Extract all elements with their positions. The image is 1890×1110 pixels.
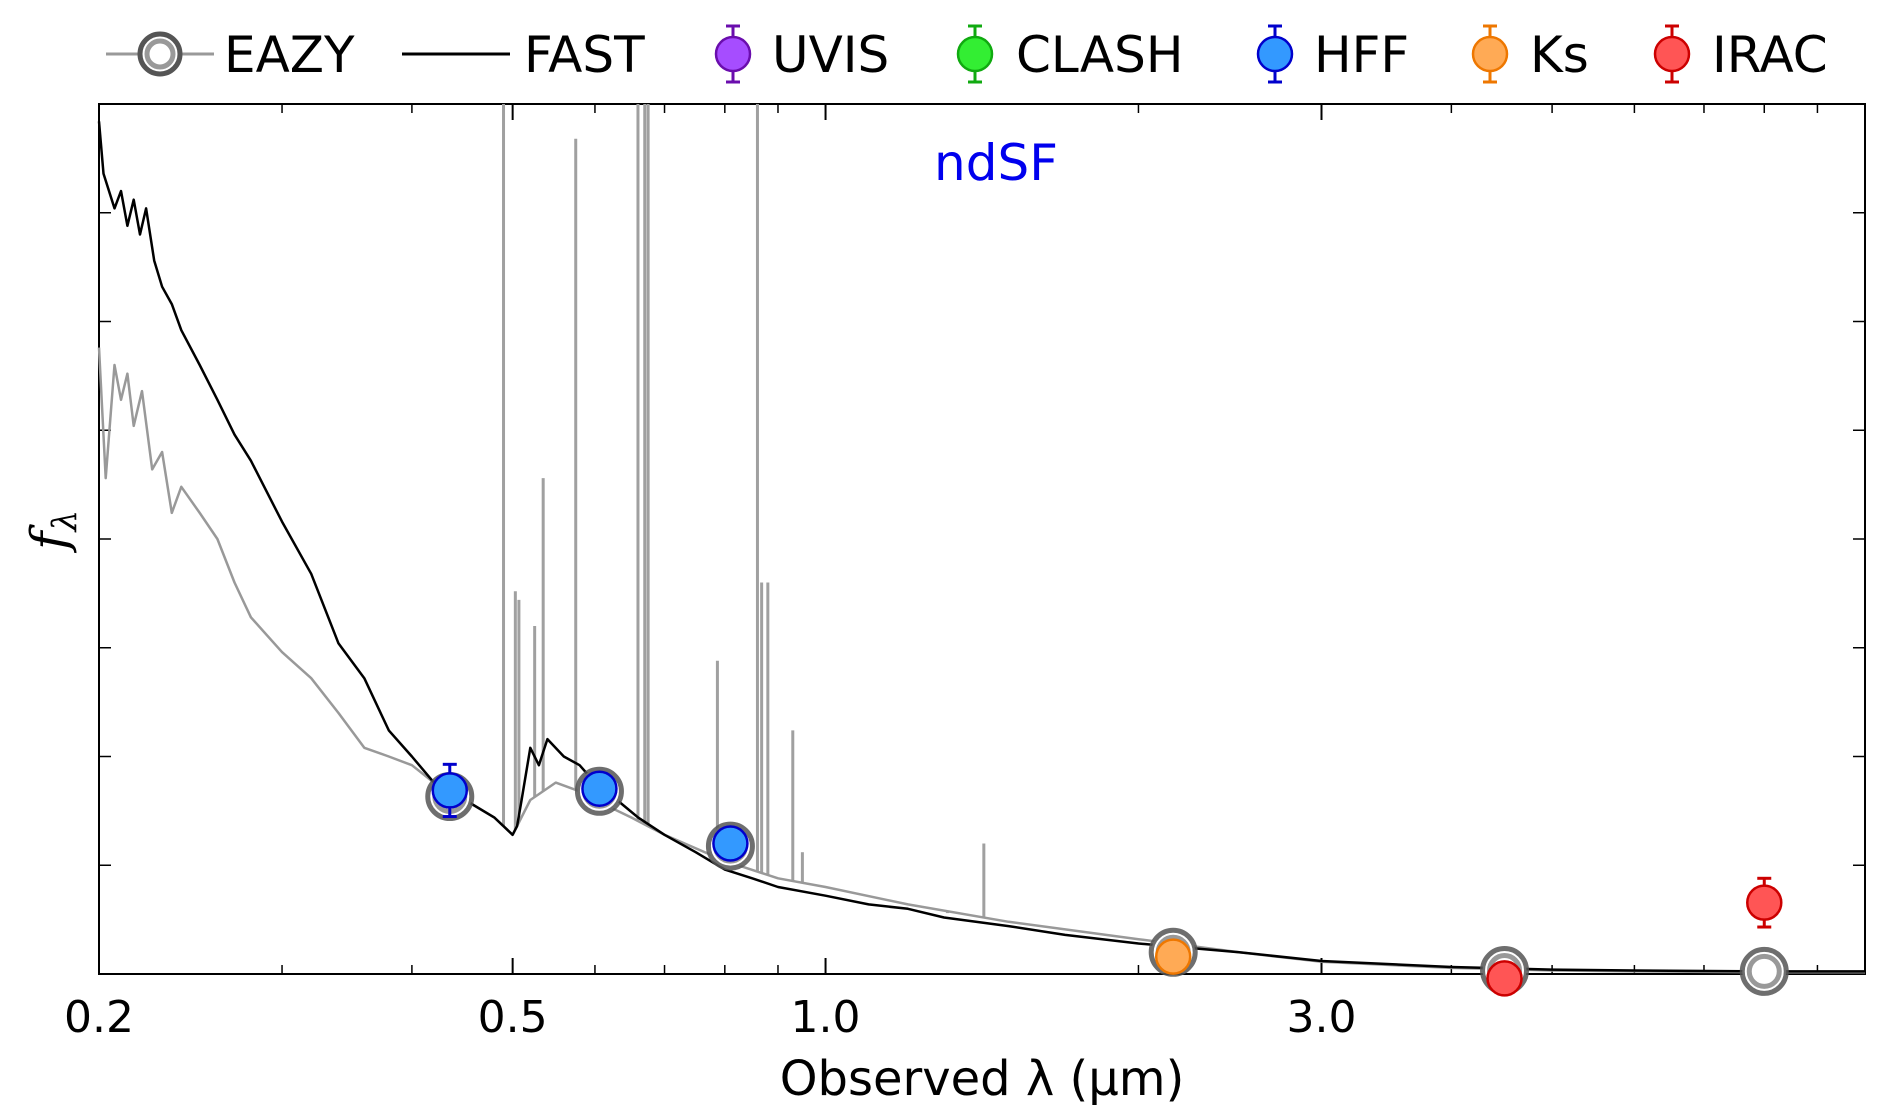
legend-hff-marker xyxy=(1256,35,1294,73)
svg-text:fλ: fλ xyxy=(20,510,85,554)
eazy-emission-lines xyxy=(502,104,986,918)
plot-frame xyxy=(98,103,1866,975)
x-axis-title: Observed λ (μm) xyxy=(780,1051,1185,1107)
legend-label-fast: FAST xyxy=(524,26,645,84)
data-point-hff-0 xyxy=(431,772,469,809)
legend-uvis-marker xyxy=(714,35,752,73)
x-tick-label-0: 0.2 xyxy=(64,992,134,1043)
x-tick-label-2: 1.0 xyxy=(791,992,861,1043)
x-tick-labels: 0.2 0.5 1.0 3.0 xyxy=(64,992,1356,1043)
annotation-ndsf: ndSF xyxy=(934,134,1058,192)
legend-label-uvis: UVIS xyxy=(772,26,889,84)
photometry-points xyxy=(425,762,1789,997)
data-point-irac-5 xyxy=(1746,884,1783,921)
legend-label-ks: Ks xyxy=(1530,26,1589,84)
data-point-hff-1 xyxy=(581,770,618,807)
eazy-model-point-inner-5 xyxy=(1746,953,1782,989)
legend-irac-marker xyxy=(1653,35,1691,73)
legend-label-clash: CLASH xyxy=(1016,26,1183,84)
legend-clash-marker xyxy=(956,35,994,73)
legend-label-hff: HFF xyxy=(1314,26,1409,84)
y-axis-title-subscript: λ xyxy=(45,510,85,534)
x-axis-minor-ticks xyxy=(281,104,1819,974)
y-axis-title: fλ xyxy=(20,510,85,554)
legend-ks-marker xyxy=(1471,35,1509,73)
series-line-fast xyxy=(97,121,1865,973)
x-axis-ticks xyxy=(98,104,1323,974)
legend-label-eazy: EAZY xyxy=(224,26,355,84)
legend: EAZY FAST UVIS CLASH HFF Ks IRAC xyxy=(106,24,1828,84)
legend-label-irac: IRAC xyxy=(1712,26,1828,84)
data-point-ks-3 xyxy=(1154,938,1192,975)
data-point-hff-2 xyxy=(712,825,749,862)
legend-eazy-ring-inner xyxy=(144,38,176,70)
x-tick-label-1: 0.5 xyxy=(478,992,548,1043)
x-tick-label-3: 3.0 xyxy=(1286,992,1356,1043)
data-point-irac-4 xyxy=(1486,960,1523,997)
